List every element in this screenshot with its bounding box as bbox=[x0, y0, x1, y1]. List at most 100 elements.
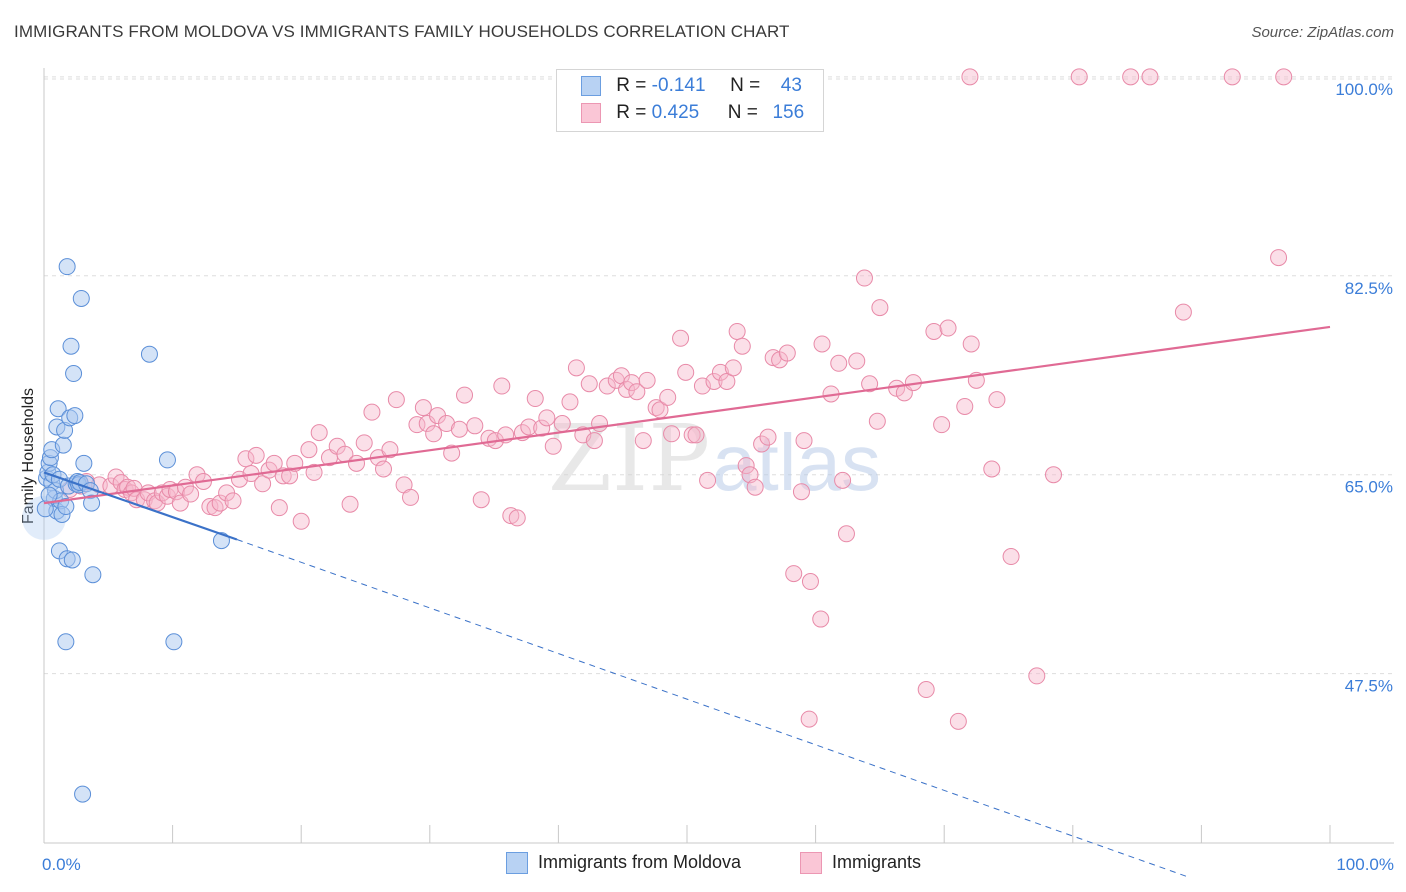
point-immigrants bbox=[741, 466, 759, 484]
point-immigrants bbox=[1141, 68, 1159, 86]
point-immigrants bbox=[925, 322, 943, 340]
point-immigrants bbox=[580, 375, 598, 393]
bottom-legend-swatch-blue bbox=[506, 852, 528, 875]
point-immigrants bbox=[381, 441, 399, 459]
point-moldova bbox=[57, 498, 75, 516]
point-immigrants bbox=[792, 483, 810, 501]
point-immigrants bbox=[683, 426, 701, 444]
point-moldova bbox=[54, 436, 72, 454]
point-immigrants bbox=[868, 412, 886, 430]
tick-labels: 47.5% 65.0% 82.5% 100.0% 0.0% 100.0% bbox=[42, 80, 1394, 874]
point-immigrants bbox=[705, 372, 723, 390]
point-moldova bbox=[74, 785, 92, 803]
point-immigrants bbox=[759, 428, 777, 446]
point-moldova bbox=[63, 551, 81, 569]
legend-swatch-blue bbox=[581, 75, 601, 96]
point-immigrants bbox=[1002, 548, 1020, 566]
watermark-zip: ZIP bbox=[548, 405, 710, 512]
point-immigrants bbox=[544, 437, 562, 455]
point-immigrants bbox=[956, 397, 974, 415]
point-immigrants bbox=[553, 415, 571, 433]
point-immigrants bbox=[677, 363, 695, 381]
point-immigrants bbox=[961, 68, 979, 86]
point-immigrants bbox=[598, 377, 616, 395]
watermark: ZIP atlas bbox=[548, 405, 881, 512]
point-immigrants bbox=[1270, 249, 1288, 267]
legend-row-moldova: R = -0.141 N = 43 bbox=[581, 75, 802, 99]
legend-swatch-pink bbox=[581, 102, 601, 123]
point-immigrants bbox=[718, 372, 736, 390]
point-immigrants bbox=[1028, 667, 1046, 685]
point-immigrants bbox=[962, 335, 980, 353]
bottom-legend-moldova: Immigrants from Moldova bbox=[506, 852, 742, 875]
point-moldova bbox=[158, 451, 176, 469]
x-tick-label: 0.0% bbox=[42, 855, 81, 874]
point-immigrants bbox=[871, 299, 889, 317]
point-immigrants bbox=[355, 434, 373, 452]
point-immigrants bbox=[508, 509, 526, 527]
point-immigrants bbox=[628, 383, 646, 401]
point-immigrants bbox=[438, 415, 456, 433]
point-immigrants bbox=[206, 499, 224, 517]
point-immigrants bbox=[917, 681, 935, 699]
point-immigrants bbox=[939, 319, 957, 337]
point-immigrants bbox=[270, 499, 288, 517]
legend-row-immigrants: R = 0.425 N = 156 bbox=[581, 102, 804, 126]
point-immigrants bbox=[167, 483, 185, 501]
point-immigrants bbox=[687, 426, 705, 444]
point-immigrants bbox=[699, 471, 717, 489]
point-immigrants bbox=[347, 454, 365, 472]
point-immigrants bbox=[533, 419, 551, 437]
y-tick-label: 47.5% bbox=[1345, 677, 1393, 696]
bottom-legend-label-moldova: Immigrants from Moldova bbox=[538, 852, 742, 872]
point-immigrants bbox=[472, 491, 490, 509]
trend-line-moldova-extension bbox=[236, 539, 1189, 878]
chart-title: IMMIGRANTS FROM MOLDOVA VS IMMIGRANTS FA… bbox=[14, 22, 790, 41]
point-immigrants bbox=[375, 460, 393, 478]
point-moldova bbox=[57, 633, 75, 651]
point-immigrants bbox=[201, 498, 219, 516]
point-immigrants bbox=[746, 478, 764, 496]
point-immigrants bbox=[1045, 466, 1063, 484]
point-immigrants bbox=[567, 359, 585, 377]
point-immigrants bbox=[561, 393, 579, 411]
point-immigrants bbox=[988, 391, 1006, 409]
point-immigrants bbox=[933, 416, 951, 434]
point-immigrants bbox=[848, 352, 866, 370]
point-moldova bbox=[65, 365, 83, 383]
x-tick-label: 100.0% bbox=[1336, 855, 1394, 874]
point-immigrants bbox=[861, 375, 879, 393]
series-immigrants bbox=[61, 68, 1293, 730]
point-immigrants bbox=[834, 471, 852, 489]
trend-line-moldova bbox=[43, 471, 238, 541]
point-immigrants bbox=[1275, 68, 1293, 86]
point-immigrants bbox=[341, 495, 359, 513]
series-immigrants-from-moldova bbox=[22, 258, 230, 803]
point-immigrants bbox=[1070, 68, 1088, 86]
legend-n-label: N = bbox=[727, 102, 758, 123]
point-immigrants bbox=[526, 390, 544, 408]
point-immigrants bbox=[281, 467, 299, 485]
point-immigrants bbox=[414, 399, 432, 417]
point-immigrants bbox=[659, 388, 677, 406]
point-immigrants bbox=[292, 512, 310, 530]
point-immigrants bbox=[638, 371, 656, 389]
legend-n-value: 156 bbox=[772, 102, 805, 123]
point-immigrants bbox=[211, 494, 229, 512]
point-immigrants bbox=[801, 573, 819, 591]
point-immigrants bbox=[300, 441, 318, 459]
bottom-legend-swatch-pink bbox=[800, 852, 822, 875]
point-immigrants bbox=[1223, 68, 1241, 86]
point-moldova bbox=[66, 407, 84, 425]
legend-r-label: R = bbox=[616, 75, 647, 96]
point-immigrants bbox=[254, 475, 272, 493]
point-immigrants bbox=[450, 420, 468, 438]
point-immigrants bbox=[538, 409, 556, 427]
point-immigrants bbox=[711, 363, 729, 381]
point-immigrants bbox=[310, 424, 328, 442]
point-immigrants bbox=[813, 335, 831, 353]
point-immigrants bbox=[812, 610, 830, 628]
point-immigrants bbox=[800, 710, 818, 728]
legend-r-value: -0.141 bbox=[651, 75, 706, 96]
